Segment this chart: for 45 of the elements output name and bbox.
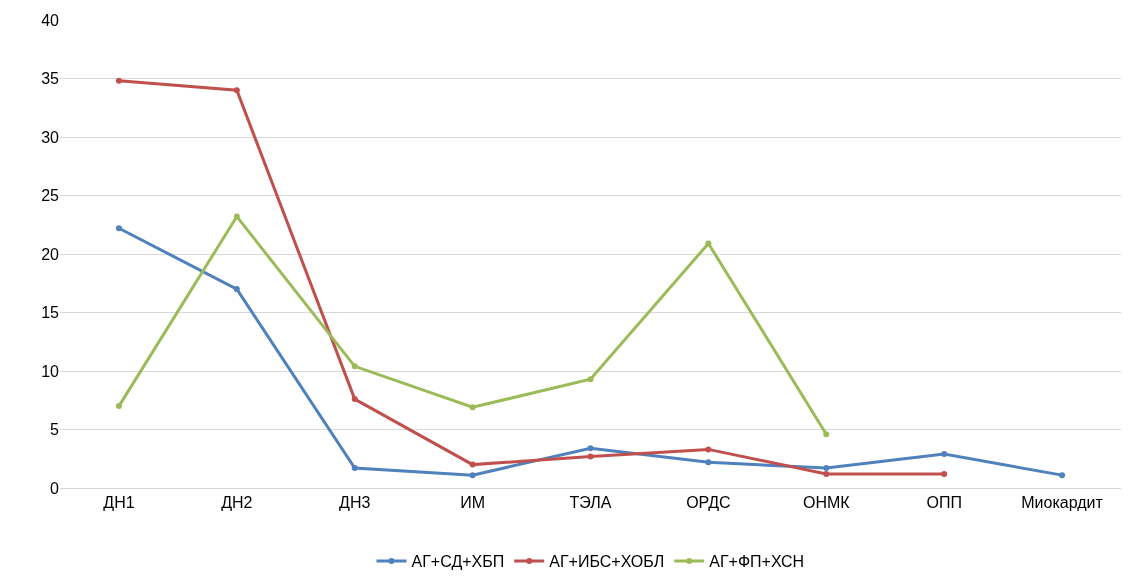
y-tick-label: 10 [41, 362, 60, 380]
point [351, 363, 358, 370]
y-tick-label: 0 [50, 479, 60, 497]
point [823, 470, 830, 477]
point [115, 403, 122, 410]
point [469, 461, 476, 468]
point [233, 213, 240, 220]
y-tick-label: 35 [41, 70, 60, 88]
point [233, 87, 240, 94]
point [587, 445, 594, 452]
legend-label: АГ+ИБС+ХОБЛ [549, 553, 665, 571]
point [705, 446, 712, 453]
x-tick-label: ДН3 [339, 494, 371, 512]
point [115, 225, 122, 232]
x-tick-label: ДН1 [103, 494, 135, 512]
point [1059, 472, 1066, 479]
point [469, 404, 476, 411]
point [941, 451, 948, 458]
x-tick-label: ИМ [460, 494, 486, 512]
legend-label: АГ+СД+ХБП [411, 553, 505, 571]
point [941, 470, 948, 477]
x-tick-label: ДН2 [221, 494, 253, 512]
point [823, 431, 830, 438]
point [351, 465, 358, 472]
legend-label: АГ+ФП+ХСН [709, 553, 805, 571]
x-tick-label: ОНМК [802, 494, 851, 512]
y-tick-label: 30 [41, 128, 60, 146]
y-tick-label: 20 [41, 245, 60, 263]
y-tick-label: 15 [41, 304, 60, 322]
y-tick-label: 5 [50, 421, 60, 439]
point [469, 472, 476, 479]
point [587, 453, 594, 460]
x-tick-label: ОПП [926, 494, 962, 512]
point [587, 376, 594, 383]
point [233, 286, 240, 293]
point [351, 396, 358, 403]
point [705, 459, 712, 466]
point [823, 465, 830, 472]
point [115, 77, 122, 84]
y-tick-label: 40 [41, 11, 60, 29]
y-tick-label: 25 [41, 187, 60, 205]
x-tick-label: ТЭЛА [569, 494, 612, 512]
x-tick-label: Миокардит [1021, 494, 1104, 512]
x-tick-label: ОРДС [686, 494, 731, 512]
point [705, 240, 712, 247]
